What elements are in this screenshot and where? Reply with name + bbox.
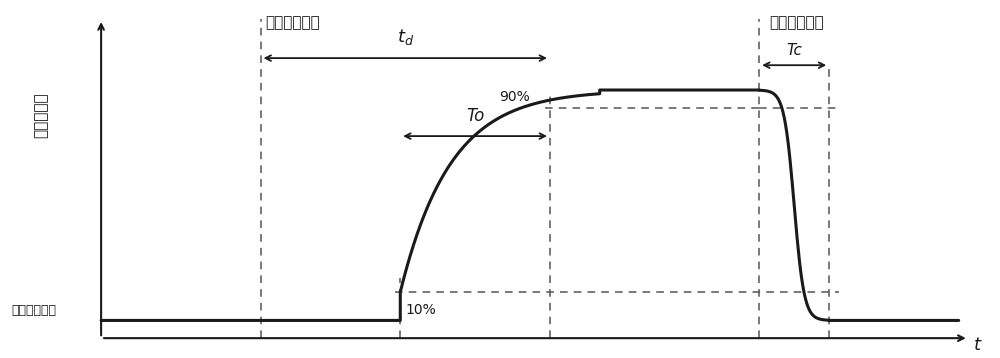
- Text: Tc: Tc: [786, 43, 802, 58]
- Text: 90%: 90%: [499, 90, 530, 104]
- Text: t: t: [974, 336, 981, 354]
- Text: 镜片关闭命令: 镜片关闭命令: [769, 15, 824, 30]
- Text: To: To: [466, 107, 484, 125]
- Text: 镜片透光度: 镜片透光度: [34, 92, 49, 137]
- Text: 镜片开关动作: 镜片开关动作: [11, 304, 56, 317]
- Text: 镜片打开命令: 镜片打开命令: [266, 15, 320, 30]
- Text: 10%: 10%: [405, 303, 436, 317]
- Text: $t_d$: $t_d$: [397, 28, 414, 48]
